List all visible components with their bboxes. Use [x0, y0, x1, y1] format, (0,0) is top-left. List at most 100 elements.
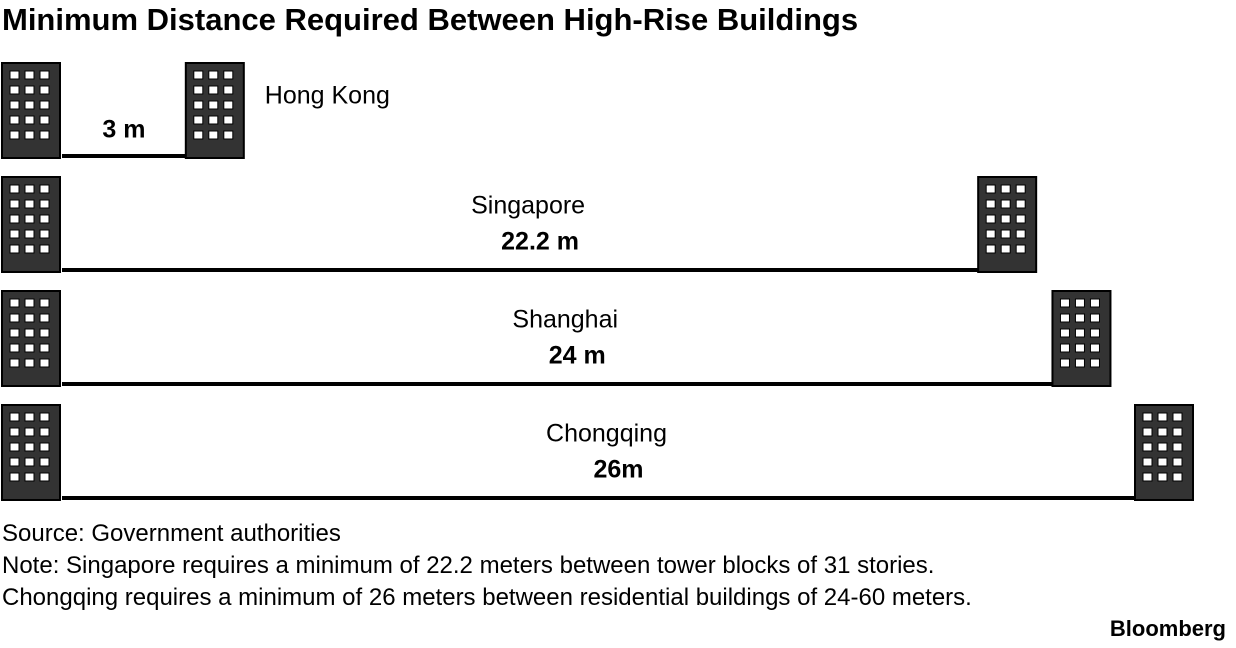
window	[9, 115, 20, 125]
window	[9, 85, 20, 95]
window	[9, 412, 20, 422]
window	[39, 298, 50, 308]
window	[24, 298, 35, 308]
window	[1074, 343, 1085, 353]
window	[39, 457, 50, 467]
window	[39, 199, 50, 209]
window	[39, 343, 50, 353]
window	[1059, 298, 1070, 308]
brand: Bloomberg	[1109, 616, 1226, 641]
category-label: Hong Kong	[265, 82, 390, 110]
window	[24, 184, 35, 194]
window	[1172, 442, 1183, 452]
window	[1015, 199, 1026, 209]
window	[9, 358, 20, 368]
window	[1089, 358, 1100, 368]
category-label: Chongqing	[546, 420, 667, 448]
window	[24, 343, 35, 353]
window	[9, 229, 20, 239]
window	[1089, 343, 1100, 353]
window	[9, 457, 20, 467]
window	[24, 199, 35, 209]
window	[39, 70, 50, 80]
window	[1000, 244, 1011, 254]
value-label: 26m	[593, 456, 643, 484]
window	[1157, 472, 1168, 482]
window	[9, 199, 20, 209]
window	[1000, 199, 1011, 209]
window	[24, 229, 35, 239]
value-label: 22.2 m	[501, 228, 579, 256]
window	[9, 130, 20, 140]
window	[1074, 313, 1085, 323]
window	[1142, 442, 1153, 452]
window	[1142, 427, 1153, 437]
window	[208, 130, 219, 140]
window	[9, 427, 20, 437]
category-label: Shanghai	[512, 306, 618, 334]
window	[9, 343, 20, 353]
window	[193, 100, 204, 110]
window	[208, 85, 219, 95]
window	[9, 298, 20, 308]
value-label: 24 m	[549, 342, 606, 370]
window	[985, 214, 996, 224]
window	[1015, 184, 1026, 194]
window	[9, 244, 20, 254]
window	[24, 358, 35, 368]
window	[39, 472, 50, 482]
window	[1015, 244, 1026, 254]
window	[9, 313, 20, 323]
window	[193, 115, 204, 125]
window	[24, 313, 35, 323]
window	[208, 100, 219, 110]
window	[223, 115, 234, 125]
window	[1157, 442, 1168, 452]
window	[39, 442, 50, 452]
window	[39, 115, 50, 125]
window	[9, 328, 20, 338]
window	[223, 70, 234, 80]
window	[208, 70, 219, 80]
window	[1172, 427, 1183, 437]
window	[223, 100, 234, 110]
window	[24, 412, 35, 422]
window	[985, 184, 996, 194]
note: Note: Singapore requires a minimum of 22…	[2, 552, 972, 611]
window	[1157, 427, 1168, 437]
value-label: 3 m	[102, 116, 145, 144]
window	[985, 199, 996, 209]
window	[223, 130, 234, 140]
chart-title: Minimum Distance Required Between High-R…	[2, 2, 858, 37]
window	[1172, 472, 1183, 482]
window	[193, 70, 204, 80]
window	[1059, 313, 1070, 323]
window	[1157, 457, 1168, 467]
window	[24, 328, 35, 338]
window	[24, 457, 35, 467]
window	[1074, 358, 1085, 368]
window	[1142, 457, 1153, 467]
window	[24, 472, 35, 482]
window	[1142, 412, 1153, 422]
window	[1074, 298, 1085, 308]
window	[223, 85, 234, 95]
window	[24, 130, 35, 140]
window	[1172, 457, 1183, 467]
window	[24, 214, 35, 224]
window	[24, 115, 35, 125]
window	[39, 229, 50, 239]
window	[1172, 412, 1183, 422]
window	[24, 85, 35, 95]
window	[9, 214, 20, 224]
window	[9, 472, 20, 482]
category-label: Singapore	[471, 192, 585, 220]
window	[1015, 229, 1026, 239]
window	[39, 100, 50, 110]
window	[1015, 214, 1026, 224]
window	[9, 100, 20, 110]
window	[1074, 328, 1085, 338]
window	[1157, 412, 1168, 422]
window	[1000, 214, 1011, 224]
